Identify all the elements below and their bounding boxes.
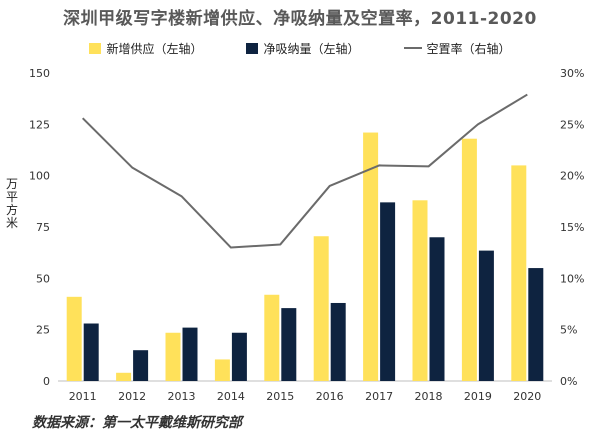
bar-supply	[116, 372, 132, 381]
x-tick-label: 2015	[266, 390, 294, 403]
y-right-tick-label: 20%	[560, 170, 584, 183]
chart-legend: 新增供应（左轴） 净吸纳量（左轴） 空置率（右轴）	[0, 38, 600, 58]
bar-supply	[412, 200, 428, 381]
y-right-tick-label: 30%	[560, 67, 584, 80]
x-tick-label: 2011	[69, 390, 97, 403]
y-left-tick-label: 100	[29, 170, 50, 183]
y-left-tick-label: 25	[36, 324, 50, 337]
bar-absorption	[83, 323, 99, 381]
y-left-tick-label: 125	[29, 118, 50, 131]
source-note: 数据来源：第一太平戴维斯研究部	[32, 415, 242, 431]
legend-swatch-vacancy	[403, 47, 422, 49]
legend-item-vacancy: 空置率（右轴）	[403, 40, 511, 57]
bar-supply	[264, 294, 280, 381]
y-right-tick-label: 0%	[560, 375, 577, 388]
legend-label-absorption: 净吸纳量（左轴）	[263, 41, 360, 56]
y-axis-label: 万平方米	[5, 177, 18, 230]
bar-supply	[313, 236, 329, 381]
x-tick-label: 2014	[217, 390, 245, 403]
legend-label-supply: 新增供应（左轴）	[106, 41, 203, 56]
y-left-tick-label: 75	[36, 221, 50, 234]
bar-absorption	[231, 332, 247, 381]
bar-supply	[214, 359, 230, 381]
bar-absorption	[182, 327, 198, 381]
bar-absorption	[330, 302, 346, 381]
y-right-tick-label: 10%	[560, 272, 584, 285]
x-tick-label: 2019	[464, 390, 492, 403]
x-tick-label: 2013	[168, 390, 196, 403]
bar-absorption	[281, 308, 297, 381]
y-right-tick-label: 25%	[560, 118, 584, 131]
bar-absorption	[429, 237, 445, 381]
x-tick-label: 2012	[118, 390, 146, 403]
bar-absorption	[133, 350, 149, 381]
y-left-tick-label: 150	[29, 67, 50, 80]
y-left-tick-label: 50	[36, 272, 50, 285]
chart-title: 深圳甲级写字楼新增供应、净吸纳量及空置率，2011-2020	[63, 9, 537, 29]
legend-item-supply: 新增供应（左轴）	[89, 40, 202, 57]
x-tick-label: 2017	[365, 390, 393, 403]
legend-label-vacancy: 空置率（右轴）	[426, 41, 511, 56]
legend-swatch-absorption	[246, 42, 259, 54]
bar-absorption	[528, 268, 544, 381]
y-right-tick-label: 15%	[560, 221, 584, 234]
bar-absorption	[478, 250, 494, 381]
legend-item-absorption: 净吸纳量（左轴）	[246, 40, 360, 57]
bar-supply	[511, 165, 527, 381]
x-tick-label: 2016	[316, 390, 344, 403]
bar-absorption	[380, 202, 396, 381]
bar-supply	[165, 332, 181, 381]
bar-supply	[66, 296, 82, 381]
legend-swatch-supply	[89, 42, 102, 54]
y-left-tick-label: 0	[43, 375, 50, 388]
x-tick-label: 2018	[415, 390, 443, 403]
x-tick-label: 2020	[513, 390, 541, 403]
bar-supply	[363, 132, 379, 381]
line-vacancy	[81, 93, 528, 249]
bar-supply	[461, 138, 477, 381]
y-right-tick-label: 5%	[560, 324, 577, 337]
